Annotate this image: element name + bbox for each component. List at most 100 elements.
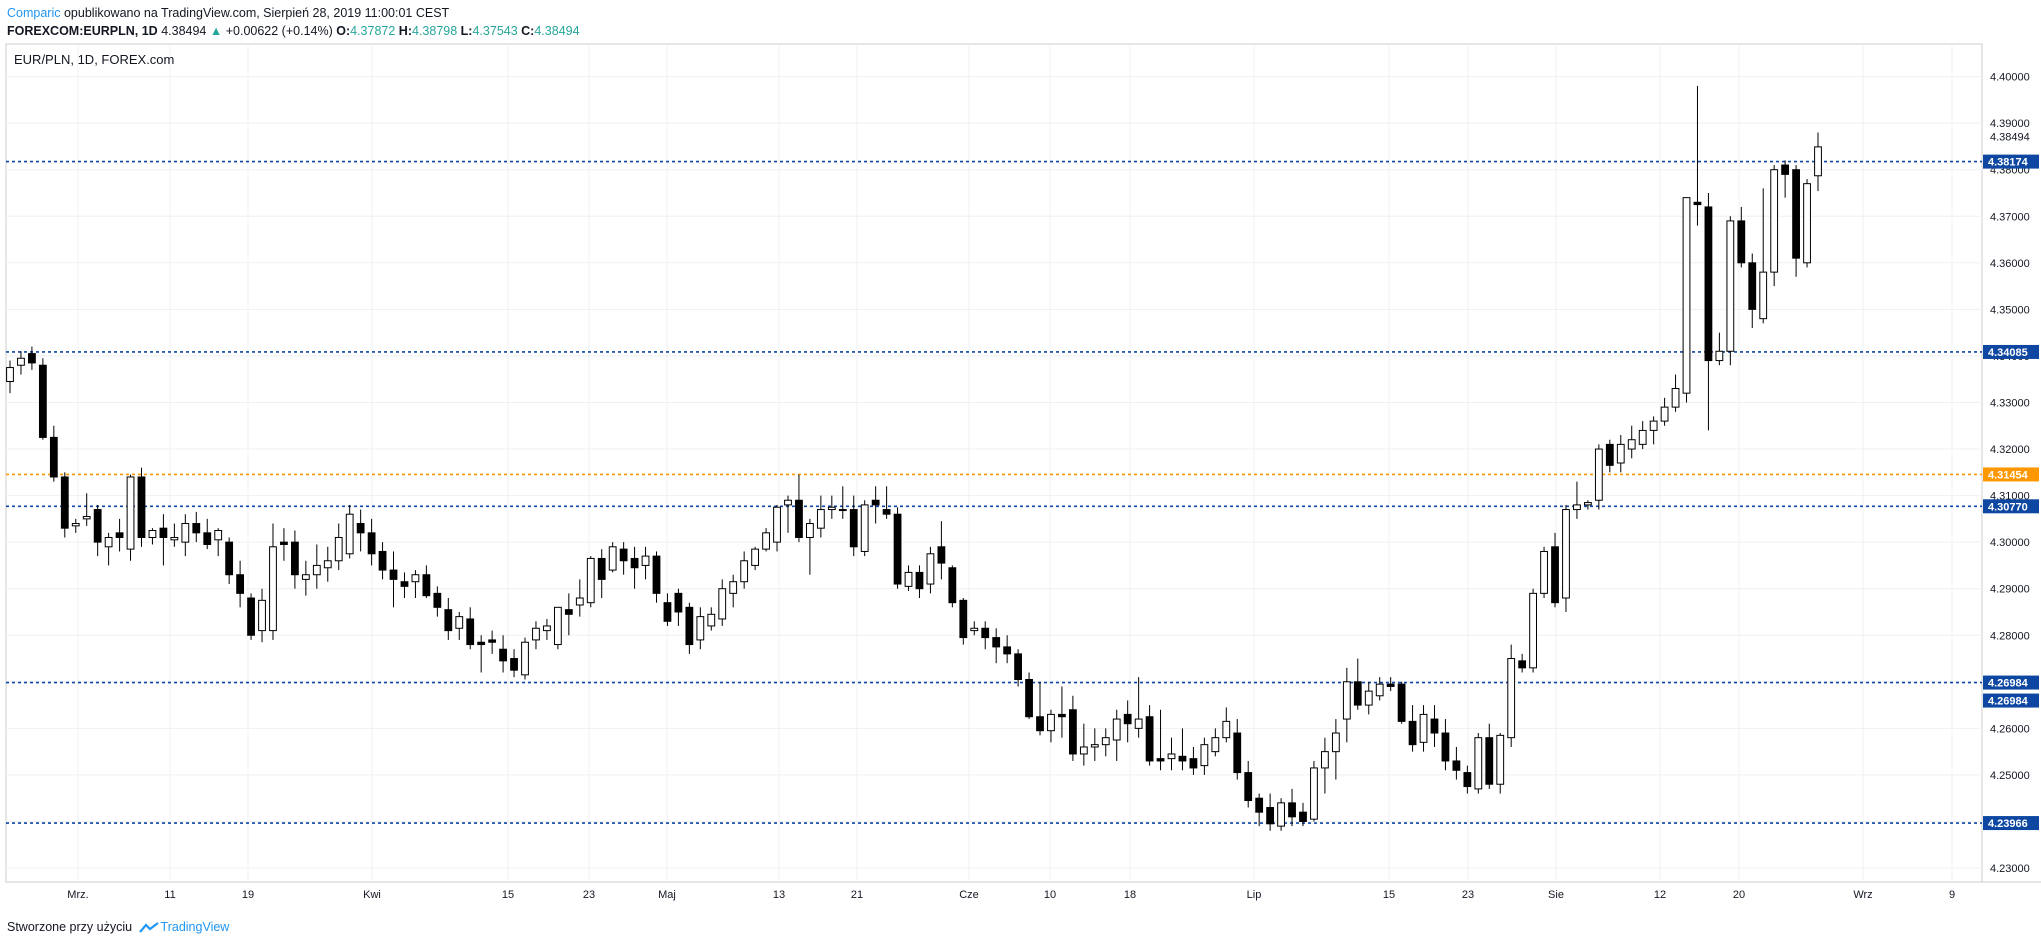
candle-body	[893, 513, 902, 585]
candle-body	[1529, 592, 1537, 669]
candle	[1047, 709, 1055, 743]
candle	[1638, 421, 1647, 450]
candle	[1244, 760, 1253, 808]
candle	[1616, 435, 1625, 473]
candle-body	[795, 499, 803, 538]
candle-body	[1014, 653, 1022, 680]
candle	[71, 518, 80, 533]
candle	[641, 546, 650, 580]
price-axis[interactable]: 4.230004.240004.250004.260004.270004.280…	[1983, 72, 2039, 875]
candle	[696, 607, 705, 650]
candle	[630, 546, 639, 589]
candle-body	[696, 616, 705, 641]
candle-body	[882, 509, 891, 515]
candle	[510, 649, 518, 678]
candle-body	[1583, 502, 1592, 506]
candle	[1726, 216, 1735, 366]
candle	[1003, 635, 1012, 664]
candle-body	[225, 541, 234, 576]
candle-body	[1463, 772, 1472, 788]
candle	[1342, 667, 1351, 743]
footer-brand[interactable]: TradingView	[160, 920, 230, 934]
candle	[269, 523, 277, 640]
candle	[1792, 165, 1800, 277]
time-tick-label: 9	[1949, 889, 1955, 901]
candle	[159, 514, 168, 566]
plot-area[interactable]	[5, 43, 1983, 883]
candle	[280, 528, 288, 561]
candle	[1266, 793, 1275, 831]
candle-body	[1025, 678, 1033, 718]
candle-body	[312, 564, 321, 576]
candle	[1715, 332, 1724, 366]
candle	[860, 500, 869, 557]
time-tick-label: 11	[164, 889, 175, 901]
candle-body	[345, 513, 354, 555]
candle-body	[1408, 720, 1417, 746]
candle-body	[751, 548, 760, 566]
candle-body	[367, 532, 376, 555]
last-price-label: 4.38494	[1990, 132, 2030, 144]
candle-body	[904, 571, 913, 587]
candle-body	[1342, 681, 1351, 720]
candle	[148, 528, 157, 545]
candle	[137, 467, 146, 547]
candle	[367, 518, 376, 566]
candle-body	[1803, 183, 1811, 264]
candle-body	[915, 571, 924, 590]
price-tick-label: 4.37000	[1990, 211, 2030, 223]
candle-body	[477, 641, 486, 646]
candle-body	[707, 613, 716, 627]
candle	[1233, 719, 1242, 780]
candle	[1737, 206, 1746, 268]
candle	[1474, 733, 1483, 794]
time-tick-label: 12	[1654, 889, 1666, 901]
candle	[1200, 737, 1209, 775]
candle-body	[1211, 737, 1220, 753]
candle-body	[1266, 807, 1275, 825]
candle-body	[1737, 220, 1746, 264]
level-price-label: 4.30770	[1988, 501, 2028, 513]
candle-body	[1167, 753, 1176, 760]
candle	[871, 486, 880, 524]
candle-body	[71, 523, 80, 527]
candles	[6, 85, 1822, 831]
candle	[1770, 165, 1779, 287]
candle	[652, 551, 661, 603]
candle-body	[104, 536, 113, 548]
candle	[882, 486, 891, 519]
candlestick-chart[interactable]: 4.230004.240004.250004.260004.270004.280…	[0, 0, 2041, 916]
candle-body	[1507, 658, 1516, 739]
candle	[115, 518, 124, 552]
candle	[93, 504, 102, 557]
candle-body	[641, 555, 650, 566]
time-axis[interactable]: Mrz. 11 19 Kwi 15 23 Maj 13 21 Cze 10 18 Lip 15 23 Sie 1…	[67, 889, 1955, 901]
candle	[1211, 728, 1220, 757]
candle	[28, 346, 36, 370]
candle	[1299, 802, 1307, 827]
candle	[1518, 653, 1527, 673]
ohlc-open-label: O:	[336, 24, 351, 38]
level-price-label: 4.26984	[1988, 678, 2029, 690]
candle-body	[1112, 718, 1121, 741]
time-tick-label: Maj	[658, 889, 676, 901]
candle-body	[959, 599, 968, 639]
last-price: 4.38494	[161, 24, 207, 38]
candle-body	[280, 541, 288, 545]
candle	[992, 628, 1001, 664]
candle-body	[553, 606, 562, 646]
author-name[interactable]: Comparic	[7, 6, 61, 20]
candle	[345, 504, 354, 559]
candle-body	[466, 618, 475, 646]
candle-body	[1003, 646, 1012, 655]
candle	[827, 495, 836, 519]
candle-body	[663, 602, 672, 622]
candle-body	[1101, 737, 1110, 746]
candle	[477, 635, 486, 673]
candle	[1562, 504, 1570, 612]
candle	[1222, 707, 1231, 743]
candle	[564, 593, 573, 636]
candle	[170, 523, 179, 547]
candle	[1594, 444, 1603, 510]
ohlc-open: 4.37872	[350, 24, 396, 38]
